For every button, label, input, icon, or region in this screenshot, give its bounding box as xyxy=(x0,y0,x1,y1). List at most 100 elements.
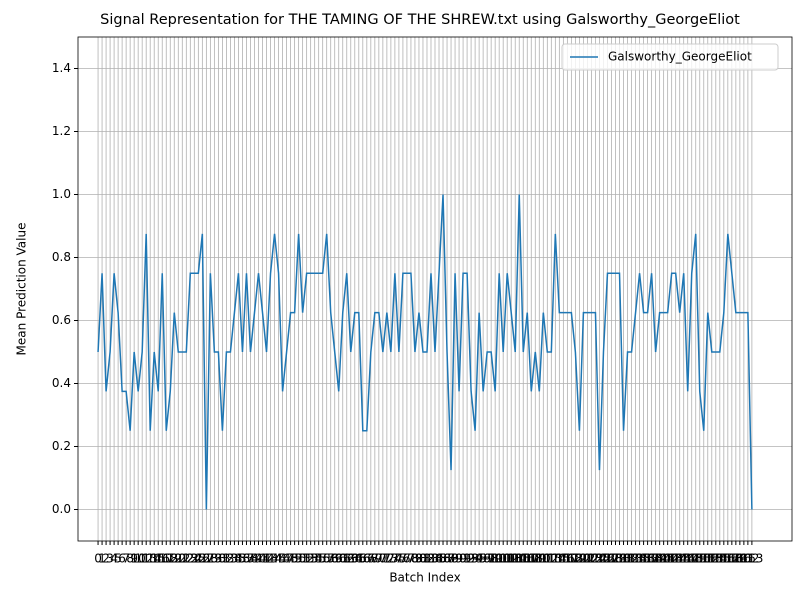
x-tick-label: 7 xyxy=(122,552,130,566)
x-tick-label: 58 xyxy=(323,552,338,566)
y-tick-label: 0.4 xyxy=(52,376,71,390)
x-tick-label: 0 xyxy=(94,552,102,566)
x-tick-label: 114 xyxy=(544,552,567,566)
x-tick-label: 156 xyxy=(712,552,735,566)
x-tick-label: 39 xyxy=(247,552,262,566)
x-tick-label: 50 xyxy=(291,552,306,566)
x-tick-label: 78 xyxy=(403,552,418,566)
x-tick-label: 27 xyxy=(199,552,214,566)
x-tick-label: 138 xyxy=(640,552,663,566)
x-tick-label: 44 xyxy=(267,552,282,566)
x-tick-label: 35 xyxy=(231,552,246,566)
x-tick-label: 66 xyxy=(355,552,370,566)
y-tick-label: 1.4 xyxy=(52,61,71,75)
x-tick-label: 62 xyxy=(339,552,354,566)
x-tick-label: 75 xyxy=(391,552,406,566)
y-axis-label: Mean Prediction Value xyxy=(15,223,29,356)
x-tick-label: 117 xyxy=(556,552,579,566)
legend-label: Galsworthy_GeorgeEliot xyxy=(608,50,752,64)
x-tick-label: 133 xyxy=(620,552,643,566)
x-tick-label: 83 xyxy=(423,552,438,566)
x-tick-label: 95 xyxy=(471,552,486,566)
x-tick-label: 22 xyxy=(179,552,194,566)
x-axis-label: Batch Index xyxy=(389,571,460,585)
x-tick-label: 115 xyxy=(548,552,571,566)
x-tick-label: 13 xyxy=(143,552,158,566)
x-tick-label: 113 xyxy=(540,552,563,566)
x-tick-label: 90 xyxy=(451,552,466,566)
x-tick-label: 142 xyxy=(656,552,679,566)
x-tick-label: 131 xyxy=(612,552,635,566)
x-tick-label: 10 xyxy=(131,552,146,566)
x-tick-label: 56 xyxy=(315,552,330,566)
x-tick-label: 127 xyxy=(596,552,619,566)
x-tick-label: 29 xyxy=(207,552,222,566)
x-tick-label: 38 xyxy=(243,552,258,566)
x-tick-label: 149 xyxy=(684,552,707,566)
x-tick-label: 11 xyxy=(135,552,150,566)
x-tick-label: 153 xyxy=(700,552,723,566)
x-tick-label: 34 xyxy=(227,552,242,566)
y-tick-label: 0.2 xyxy=(52,439,71,453)
x-tick-label: 140 xyxy=(648,552,671,566)
x-tick-label: 53 xyxy=(303,552,318,566)
x-tick-label: 148 xyxy=(680,552,703,566)
x-tick-label: 21 xyxy=(175,552,190,566)
x-tick-label: 60 xyxy=(331,552,346,566)
x-tick-label: 99 xyxy=(488,552,503,566)
x-tick-label: 69 xyxy=(367,552,382,566)
x-tick-label: 146 xyxy=(672,552,695,566)
x-tick-label: 32 xyxy=(219,552,234,566)
x-tick-label: 101 xyxy=(492,552,515,566)
x-tick-label: 94 xyxy=(467,552,482,566)
x-tick-label: 30 xyxy=(211,552,226,566)
x-tick-label: 18 xyxy=(163,552,178,566)
x-tick-label: 26 xyxy=(195,552,210,566)
x-tick-label: 139 xyxy=(644,552,667,566)
x-tick-label: 106 xyxy=(512,552,535,566)
x-tick-label: 160 xyxy=(728,552,751,566)
x-tick-label: 33 xyxy=(223,552,238,566)
plot-frame xyxy=(77,36,793,542)
x-tick-label: 134 xyxy=(624,552,647,566)
x-tick-label: 100 xyxy=(488,552,511,566)
x-tick-label: 91 xyxy=(455,552,470,566)
x-tick-label: 112 xyxy=(536,552,559,566)
x-tick-label: 110 xyxy=(528,552,551,566)
x-tick-label: 17 xyxy=(159,552,174,566)
x-tick-label: 161 xyxy=(732,552,755,566)
x-tick-label: 135 xyxy=(628,552,651,566)
x-tick-label: 119 xyxy=(564,552,587,566)
x-tick-label: 162 xyxy=(736,552,759,566)
x-tick-label: 16 xyxy=(155,552,170,566)
x-tick-label: 121 xyxy=(572,552,595,566)
x-tick-label: 77 xyxy=(399,552,414,566)
x-tick-label: 96 xyxy=(475,552,490,566)
x-tick-label: 74 xyxy=(387,552,402,566)
x-tick-label: 159 xyxy=(724,552,747,566)
x-tick-label: 118 xyxy=(560,552,583,566)
x-tick-label: 42 xyxy=(259,552,274,566)
x-tick-label: 144 xyxy=(664,552,687,566)
x-tick-label: 120 xyxy=(568,552,591,566)
x-tick-label: 87 xyxy=(439,552,454,566)
x-tick-label: 109 xyxy=(524,552,547,566)
x-tick-label: 143 xyxy=(660,552,683,566)
x-tick-label: 124 xyxy=(584,552,607,566)
x-tick-label: 103 xyxy=(500,552,523,566)
x-tick-label: 70 xyxy=(371,552,386,566)
x-tick-label: 12 xyxy=(139,552,154,566)
x-tick-label: 24 xyxy=(187,552,202,566)
x-tick-label: 68 xyxy=(363,552,378,566)
x-tick-label: 51 xyxy=(295,552,310,566)
x-tick-label: 55 xyxy=(311,552,326,566)
x-tick-label: 86 xyxy=(435,552,450,566)
x-tick-label: 132 xyxy=(616,552,639,566)
x-tick-label: 158 xyxy=(720,552,743,566)
x-tick-label: 72 xyxy=(379,552,394,566)
x-tick-label: 5 xyxy=(114,552,122,566)
y-tick-label: 0.6 xyxy=(52,313,71,327)
legend-box xyxy=(561,43,779,71)
x-tick-label: 129 xyxy=(604,552,627,566)
x-tick-label: 2 xyxy=(102,552,110,566)
